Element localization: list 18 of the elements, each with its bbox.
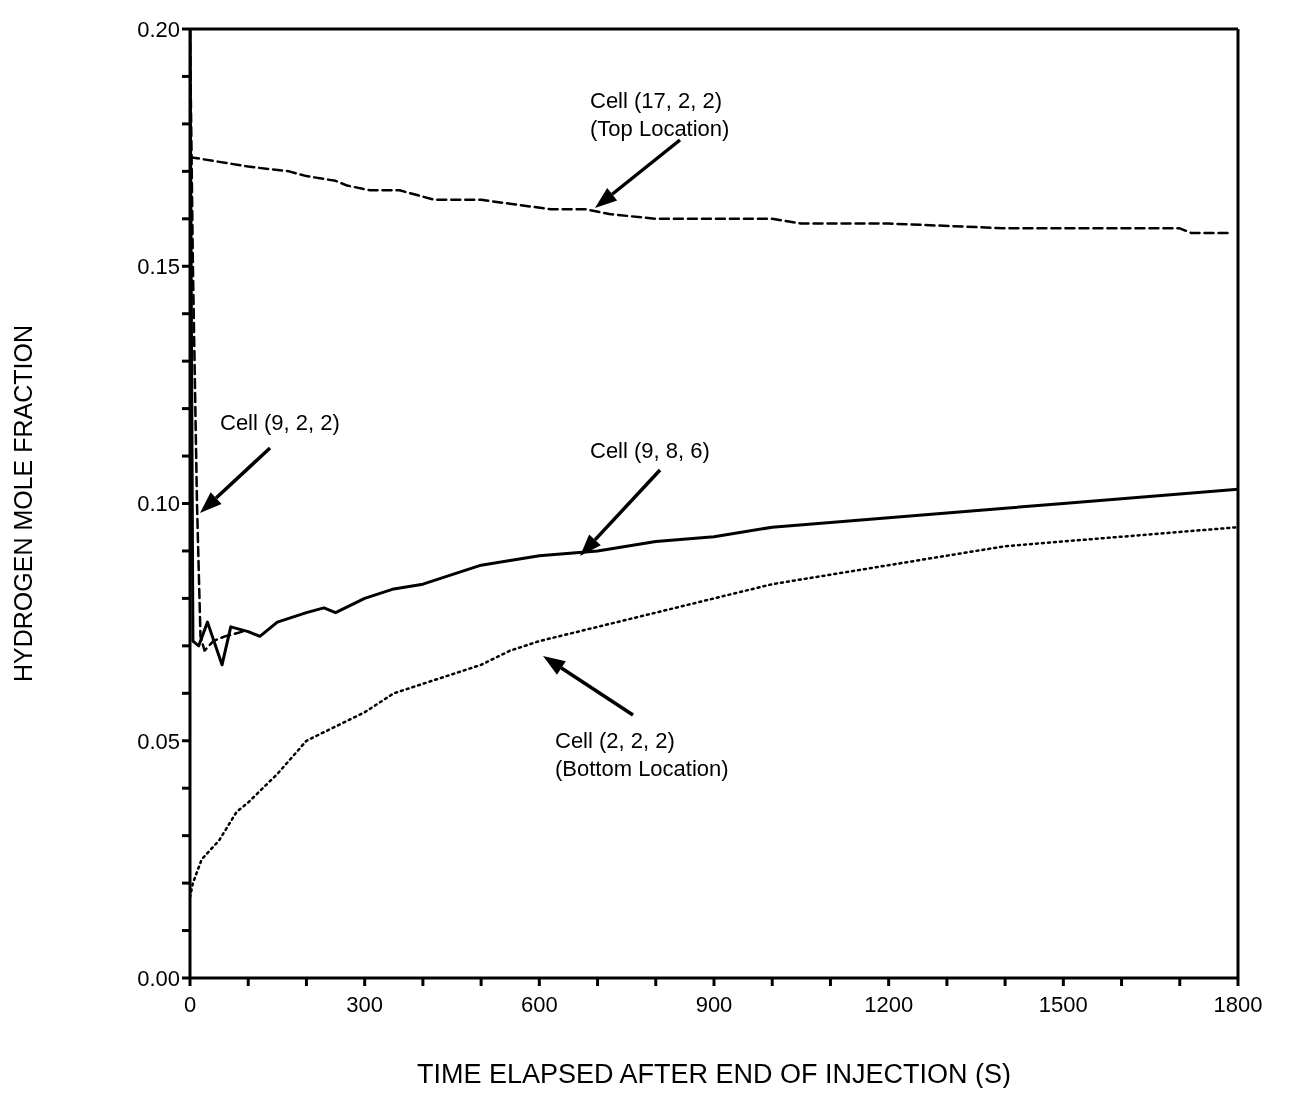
x-tick-label: 1500	[1038, 991, 1088, 1017]
annotation: Cell (2, 2, 2) (Bottom Location)	[555, 728, 729, 781]
y-tick-label: 0.20	[137, 16, 180, 42]
x-tick-label: 1800	[1213, 991, 1263, 1017]
x-tick-label: 900	[695, 991, 733, 1017]
x-tick-label: 1200	[864, 991, 914, 1017]
y-tick-label: 0.10	[137, 491, 180, 517]
y-tick-label: 0.00	[137, 965, 180, 991]
y-axis-title: HYDROGEN MOLE FRACTION	[8, 325, 37, 682]
y-tick-label: 0.15	[137, 254, 180, 280]
annotation: Cell (9, 2, 2)	[220, 410, 340, 435]
x-axis-title: TIME ELAPSED AFTER END OF INJECTION (S)	[416, 1059, 1012, 1089]
annotation: Cell (9, 8, 6)	[590, 438, 710, 463]
x-tick-label: 600	[520, 991, 558, 1017]
y-tick-label: 0.05	[137, 728, 180, 754]
x-tick-label: 0	[183, 991, 197, 1017]
annotation: Cell (17, 2, 2) (Top Location)	[590, 88, 730, 141]
x-tick-label: 300	[346, 991, 384, 1017]
